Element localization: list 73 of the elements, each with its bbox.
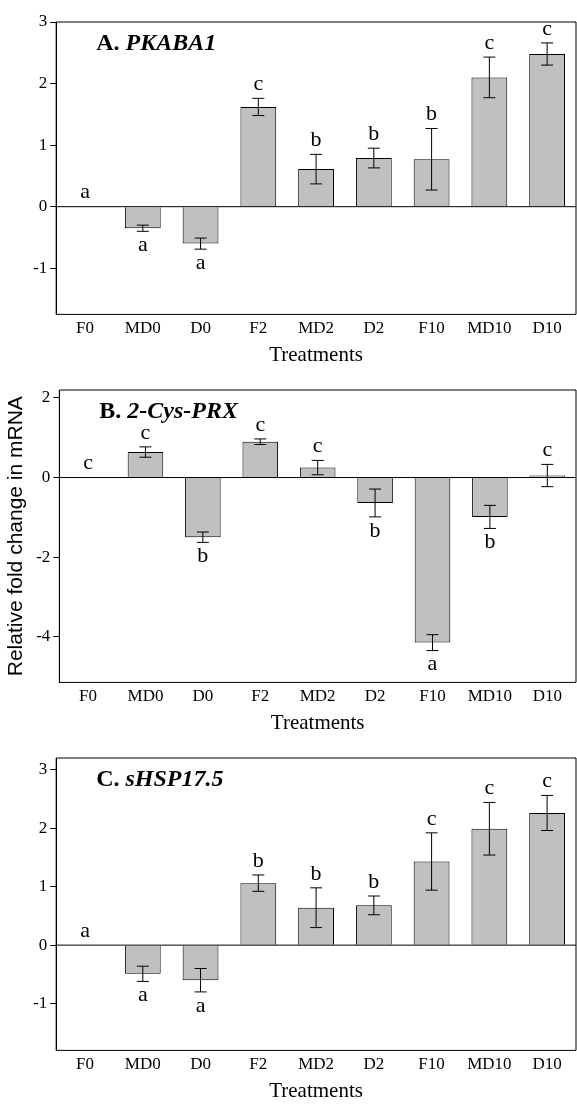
x-axis-title: Treatments bbox=[269, 1077, 363, 1102]
chart-title: A. PKABA1 bbox=[96, 29, 217, 56]
y-tick-label: 0 bbox=[38, 934, 48, 954]
annotation: c bbox=[542, 767, 553, 793]
x-tick-label: F2 bbox=[251, 686, 270, 706]
annotation: c bbox=[312, 432, 323, 458]
y-tick-label: 2 bbox=[38, 73, 48, 93]
x-tick-label: D10 bbox=[532, 686, 562, 706]
y-tick-label: 3 bbox=[38, 11, 48, 31]
x-axis-title: Treatments bbox=[270, 709, 365, 734]
x-tick-label: D10 bbox=[532, 1054, 562, 1074]
annotation: b bbox=[369, 516, 381, 542]
y-tick-label: -1 bbox=[32, 993, 48, 1013]
x-tick-label: MD0 bbox=[127, 686, 164, 706]
x-tick-label: MD10 bbox=[467, 318, 512, 338]
annotation: a bbox=[80, 178, 91, 204]
annotation: a bbox=[195, 991, 206, 1017]
x-tick-label: F0 bbox=[79, 686, 98, 706]
x-tick-label: D2 bbox=[363, 1054, 385, 1074]
annotation: b bbox=[426, 100, 438, 126]
annotation: c bbox=[484, 28, 495, 54]
y-axis-title: Relative fold change in mRNA bbox=[3, 396, 27, 677]
annotation: a bbox=[195, 248, 206, 274]
x-tick-label: MD2 bbox=[298, 1054, 335, 1074]
y-tick-label: 1 bbox=[38, 134, 48, 154]
annotation: c bbox=[83, 449, 94, 475]
annotation: c bbox=[253, 70, 264, 96]
x-tick-label: MD2 bbox=[298, 318, 335, 338]
annotation: b bbox=[310, 859, 322, 885]
annotation: a bbox=[137, 981, 148, 1007]
x-tick-label: D0 bbox=[190, 318, 211, 338]
annotation: c bbox=[255, 410, 266, 436]
y-tick-label: 2 bbox=[38, 817, 48, 837]
x-axis-title: Treatments bbox=[269, 341, 363, 366]
annotation: b bbox=[368, 119, 380, 145]
y-tick-label: -2 bbox=[36, 546, 51, 566]
x-tick-label: MD0 bbox=[124, 1054, 161, 1074]
annotation: b bbox=[197, 542, 209, 568]
x-tick-label: D2 bbox=[364, 686, 386, 706]
y-tick-label: 1 bbox=[38, 876, 48, 896]
y-tick-label: -1 bbox=[32, 257, 48, 277]
y-tick-label: 0 bbox=[41, 466, 51, 486]
annotation: c bbox=[542, 14, 553, 40]
y-tick-label: 0 bbox=[38, 196, 48, 216]
x-tick-label: F0 bbox=[76, 318, 95, 338]
x-tick-label: F0 bbox=[76, 1054, 95, 1074]
annotation: b bbox=[368, 867, 380, 893]
chart-title: C. sHSP17.5 bbox=[96, 765, 224, 792]
y-tick-label: 3 bbox=[38, 759, 48, 779]
x-tick-label: MD10 bbox=[467, 686, 513, 706]
y-tick-label: 2 bbox=[41, 387, 51, 407]
x-tick-label: F10 bbox=[419, 686, 446, 706]
x-tick-label: MD2 bbox=[299, 686, 336, 706]
annotation: b bbox=[310, 126, 322, 152]
annotation: c bbox=[426, 804, 437, 830]
x-tick-label: F10 bbox=[418, 318, 445, 338]
x-tick-label: F2 bbox=[249, 1054, 268, 1074]
x-tick-label: D2 bbox=[363, 318, 385, 338]
annotation: b bbox=[252, 846, 264, 872]
x-tick-label: F2 bbox=[249, 318, 268, 338]
x-tick-label: F10 bbox=[418, 1054, 445, 1074]
x-tick-label: D0 bbox=[192, 686, 214, 706]
x-tick-label: MD10 bbox=[467, 1054, 512, 1074]
annotation: a bbox=[80, 916, 91, 942]
y-tick-label: -4 bbox=[36, 626, 51, 646]
annotation: c bbox=[484, 774, 495, 800]
x-tick-label: D0 bbox=[190, 1054, 211, 1074]
annotation: b bbox=[484, 528, 496, 554]
x-tick-label: D10 bbox=[532, 318, 562, 338]
annotation: a bbox=[137, 231, 148, 257]
annotation: a bbox=[427, 650, 438, 676]
x-tick-label: MD0 bbox=[124, 318, 161, 338]
annotation: c bbox=[542, 436, 553, 462]
